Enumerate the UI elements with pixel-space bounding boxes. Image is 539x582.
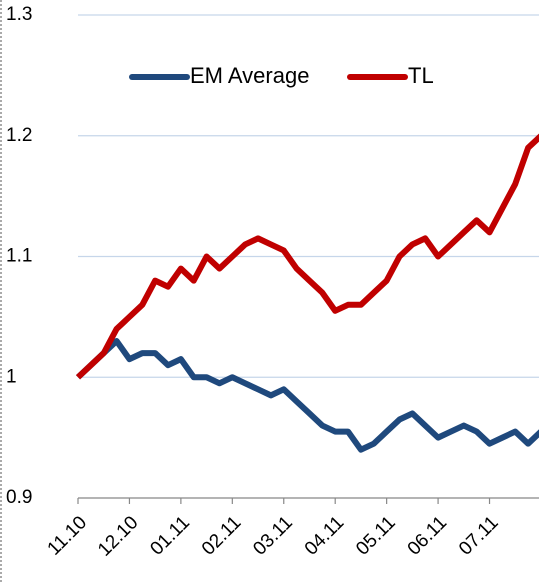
x-tick-label: 01.11 <box>146 512 193 559</box>
x-tick-label: 12.10 <box>94 512 142 560</box>
series-line <box>75 133 539 380</box>
x-tick-label: 02.11 <box>198 512 245 559</box>
y-tick-label: 0.9 <box>6 487 32 508</box>
x-tick-label: 03.11 <box>249 512 296 559</box>
x-tick-label: 07.11 <box>455 512 502 559</box>
x-tick-label: 04.11 <box>301 512 348 559</box>
x-tick-label: 11.10 <box>44 512 91 559</box>
y-tick-label: 1.3 <box>6 4 32 25</box>
x-tick-label: 06.11 <box>404 512 451 559</box>
series-line <box>75 338 539 453</box>
y-tick-label: 1.2 <box>6 125 32 146</box>
legend-label: EM Average <box>190 63 309 88</box>
y-tick-label: 1 <box>6 366 17 387</box>
y-tick-label: 1.1 <box>6 246 32 267</box>
legend-label: TL <box>408 63 434 88</box>
x-tick-label: 05.11 <box>352 512 399 559</box>
